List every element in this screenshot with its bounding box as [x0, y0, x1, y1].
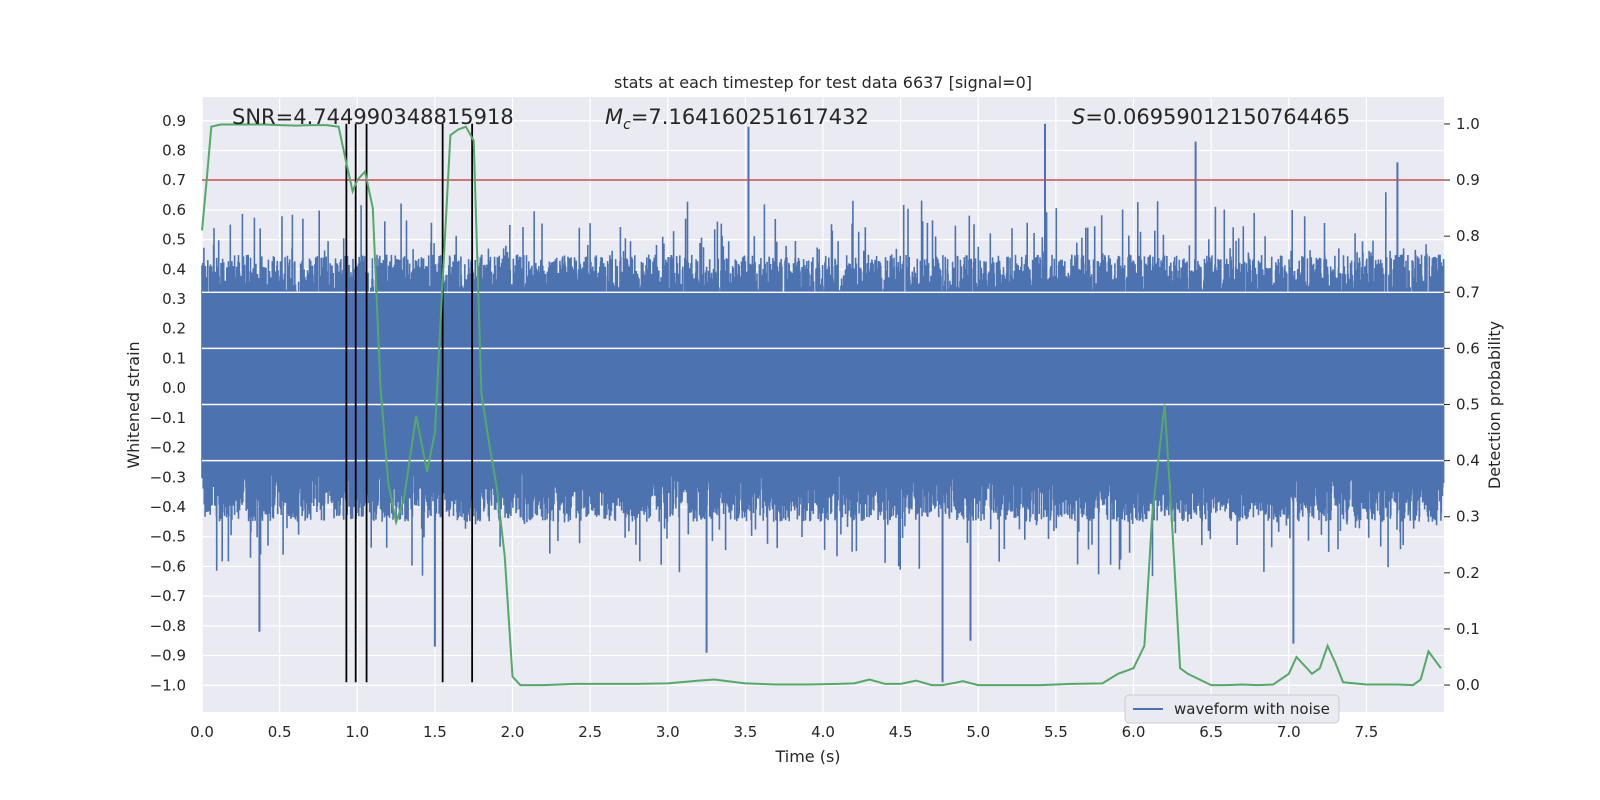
- y-right-tick-label: 0.2: [1456, 564, 1480, 582]
- legend: waveform with noise: [1124, 694, 1340, 724]
- y-right-tick-label: 0.9: [1456, 171, 1480, 189]
- y-tick-label: 0.0: [162, 379, 186, 397]
- y-right-tick-label: 0.0: [1456, 676, 1480, 694]
- noise-dense-band: [202, 293, 1444, 466]
- chirp-mass-subscript: c: [623, 117, 631, 133]
- x-tick-label: 1.5: [423, 723, 447, 741]
- legend-box: [1124, 694, 1340, 724]
- x-tick-label: 6.5: [1199, 723, 1223, 741]
- x-tick-label: 0.5: [268, 723, 292, 741]
- x-tick-label: 7.0: [1277, 723, 1301, 741]
- snr-annotation: SNR=4.744990348815918: [232, 105, 514, 129]
- y-tick-label: −0.8: [150, 617, 186, 635]
- x-tick-label: 4.0: [811, 723, 835, 741]
- y-right-tick-label: 0.3: [1456, 508, 1480, 526]
- x-tick-label: 5.5: [1044, 723, 1068, 741]
- y-right-axis-label: Detection probability: [1485, 321, 1504, 489]
- x-tick-label: 4.5: [889, 723, 913, 741]
- x-tick-label: 7.5: [1354, 723, 1378, 741]
- chirp-mass-symbol: M: [605, 105, 623, 129]
- y-tick-label: −1.0: [150, 676, 186, 694]
- y-right-tick-label: 0.8: [1456, 227, 1480, 245]
- chirp-mass-annotation: Mc=7.164160251617432: [605, 105, 869, 133]
- s-annotation: S=0.06959012150764465: [1072, 105, 1350, 129]
- x-tick-label: 3.0: [656, 723, 680, 741]
- y-axis-label: Whitened strain: [124, 341, 143, 468]
- y-tick-label: −0.5: [150, 528, 186, 546]
- x-tick-label: 3.5: [733, 723, 757, 741]
- y-tick-label: 0.1: [162, 349, 186, 367]
- s-symbol: S: [1072, 105, 1085, 129]
- x-tick-label: 5.0: [966, 723, 990, 741]
- probability-line: [201, 123, 1442, 687]
- y-right-tick-label: 0.7: [1456, 283, 1480, 301]
- y-tick-label: −0.4: [150, 498, 186, 516]
- x-tick-label: 2.0: [501, 723, 525, 741]
- y-tick-label: −0.9: [150, 647, 186, 665]
- chirp-mass-value: =7.164160251617432: [631, 105, 869, 129]
- y-tick-label: 0.7: [162, 171, 186, 189]
- y-tick-label: 0.4: [162, 260, 186, 278]
- legend-label: waveform with noise: [1174, 700, 1330, 718]
- y-tick-label: 0.5: [162, 231, 186, 249]
- y-right-tick-label: 0.1: [1456, 620, 1480, 638]
- y-tick-label: 0.3: [162, 290, 186, 308]
- y-tick-label: −0.1: [150, 409, 186, 427]
- y-right-tick-label: 0.4: [1456, 452, 1480, 470]
- x-tick-label: 1.0: [345, 723, 369, 741]
- probability-series: [201, 123, 1442, 687]
- y-tick-label: 0.2: [162, 320, 186, 338]
- noise-series: [201, 123, 1445, 683]
- y-tick-label: −0.3: [150, 468, 186, 486]
- y-right-tick-label: 1.0: [1456, 115, 1480, 133]
- y-tick-label: 0.6: [162, 201, 186, 219]
- x-axis-label: Time (s): [774, 747, 840, 766]
- x-tick-label: 6.0: [1122, 723, 1146, 741]
- y-tick-label: −0.2: [150, 439, 186, 457]
- x-tick-label: 2.5: [578, 723, 602, 741]
- overlay-lines: [202, 123, 1444, 683]
- x-tick-labels: 0.0 0.5 1.0 1.5 2.0 2.5 3.0 3.5 4.0 4.5 5.0 5.5 6.0 6…: [190, 723, 1378, 741]
- y-right-tick-labels: 1.0 0.9 0.8 0.7 0.6 0.5 0.4 0.3 0.2 0.1 0.0: [1444, 115, 1480, 694]
- y-right-tick-label: 0.6: [1456, 339, 1480, 357]
- y-tick-labels: 0.9 0.8 0.7 0.6 0.5 0.4 0.3 0.2 0.1 0.0 −0.1 −0.2 −0…: [150, 112, 186, 694]
- y-right-tick-label: 0.5: [1456, 396, 1480, 414]
- s-value: =0.06959012150764465: [1085, 105, 1350, 129]
- x-tick-label: 0.0: [190, 723, 214, 741]
- chart-title: stats at each timestep for test data 663…: [614, 73, 1032, 92]
- y-tick-label: −0.7: [150, 587, 186, 605]
- y-tick-label: −0.6: [150, 557, 186, 575]
- y-tick-label: 0.8: [162, 141, 186, 159]
- y-tick-label: 0.9: [162, 112, 186, 130]
